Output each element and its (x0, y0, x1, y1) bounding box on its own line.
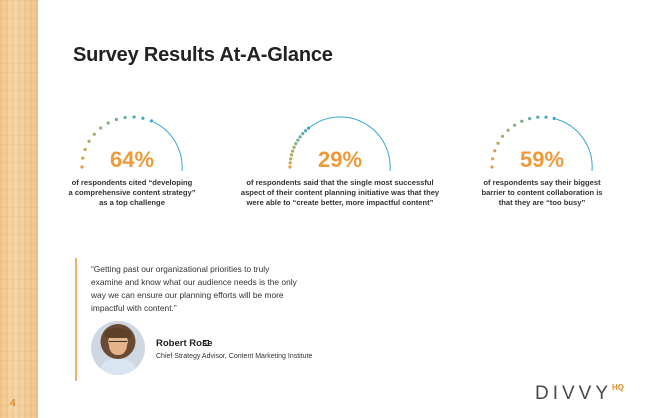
divvyhq-logo-suffix: HQ (612, 383, 624, 392)
gauge-dot (506, 128, 510, 132)
gauge-dot (536, 115, 540, 119)
gauge-dot (500, 134, 505, 138)
gauge-dot (289, 157, 293, 161)
gauge-dot (83, 147, 87, 152)
gauge-dot (294, 142, 298, 146)
gauge-29-icon (288, 116, 391, 172)
author-role: Chief Strategy Advisor, Content Marketin… (156, 353, 313, 360)
gauge-dot (513, 123, 517, 127)
stat-value-3: 59% (519, 147, 565, 172)
gauge-64-icon (80, 115, 183, 172)
author-name: Robert Rose (156, 338, 213, 349)
gauge-dot (490, 165, 494, 169)
gauge-dot (292, 145, 296, 149)
gauge-dot (114, 117, 118, 122)
gauge-dot (99, 126, 103, 130)
gauge-dot (291, 149, 295, 153)
gauge-dot (288, 161, 292, 165)
gauge-arc (153, 121, 183, 172)
gauge-dot (288, 165, 292, 169)
linkedin-icon[interactable] (203, 340, 209, 346)
stat-value-1: 64% (109, 147, 155, 172)
gauge-dot (528, 117, 532, 121)
gauge-dot (493, 149, 497, 153)
stat-value-2: 29% (317, 147, 363, 172)
gauge-dot (92, 132, 96, 136)
gauge-dot (552, 116, 556, 121)
gauge-dot (301, 132, 305, 136)
wood-sidebar (0, 0, 38, 418)
gauge-dot (544, 115, 548, 119)
gauge-dot (132, 115, 136, 119)
quote-text: “Getting past our organizational priorit… (91, 264, 297, 313)
gauge-dot (141, 116, 145, 120)
page-number: 4 (10, 398, 16, 409)
gauge-dot (298, 135, 302, 139)
gauge-dot (304, 129, 308, 133)
gauge-dot (81, 156, 85, 160)
gauge-dot (87, 139, 91, 143)
gauge-dot (106, 121, 110, 125)
gauge-dot (149, 119, 154, 123)
page-title: Survey Results At-A-Glance (73, 44, 333, 66)
gauge-dot (80, 165, 84, 169)
gauge-dot (296, 138, 300, 142)
gauge-arc (555, 118, 593, 172)
gauge-dot (289, 153, 294, 157)
stat-description-1: of respondents cited “developing a compr… (68, 178, 196, 207)
quote-accent-bar (75, 258, 77, 381)
gauge-dot (520, 119, 524, 123)
stat-description-2: of respondents said that the single most… (240, 178, 440, 207)
stat-description-3: of respondents say their biggest barrier… (481, 178, 603, 207)
gauge-dot (123, 115, 127, 120)
author-avatar (91, 321, 145, 375)
gauge-59-icon (490, 115, 593, 172)
gauge-arc (309, 116, 391, 172)
gauge-dot (491, 157, 495, 161)
gauge-dot (496, 141, 500, 145)
divvyhq-logo: DIVVY (535, 383, 613, 404)
